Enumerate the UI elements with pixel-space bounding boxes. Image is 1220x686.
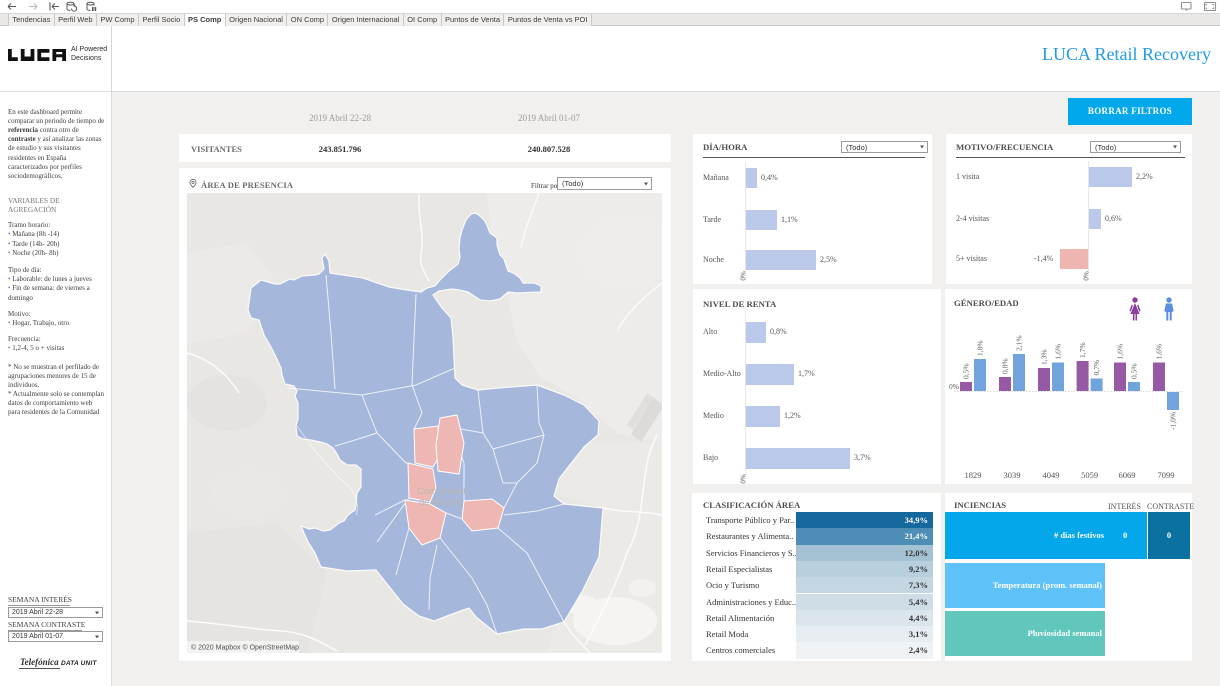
svg-text:7099: 7099 xyxy=(1158,470,1175,480)
svg-text:1,3%: 1,3% xyxy=(1040,349,1049,365)
svg-text:0,5%: 0,5% xyxy=(1130,363,1139,379)
svg-text:Comunidad: Comunidad xyxy=(417,486,466,497)
svg-text:© 2020 Mapbox © OpenStreetMap: © 2020 Mapbox © OpenStreetMap xyxy=(191,644,299,652)
svg-text:-1,0%: -1,0% xyxy=(1169,412,1178,430)
svg-text:3039: 3039 xyxy=(1004,470,1021,480)
svg-text:4049: 4049 xyxy=(1043,470,1060,480)
svg-text:5059: 5059 xyxy=(1081,470,1098,480)
svg-text:1,6%: 1,6% xyxy=(1116,344,1125,360)
svg-text:0,5%: 0,5% xyxy=(962,363,971,379)
svg-text:1,6%: 1,6% xyxy=(1054,344,1063,360)
svg-text:1,6%: 1,6% xyxy=(1155,344,1164,360)
svg-text:6069: 6069 xyxy=(1119,470,1136,480)
svg-text:1829: 1829 xyxy=(965,470,982,480)
svg-text:1,8%: 1,8% xyxy=(976,340,985,356)
svg-text:de Madrid: de Madrid xyxy=(419,497,461,508)
svg-text:0,7%: 0,7% xyxy=(1092,360,1101,376)
svg-text:0%: 0% xyxy=(949,382,959,391)
svg-text:1,7%: 1,7% xyxy=(1078,342,1087,358)
svg-text:2,1%: 2,1% xyxy=(1015,335,1024,351)
svg-text:0,8%: 0,8% xyxy=(1001,358,1010,374)
